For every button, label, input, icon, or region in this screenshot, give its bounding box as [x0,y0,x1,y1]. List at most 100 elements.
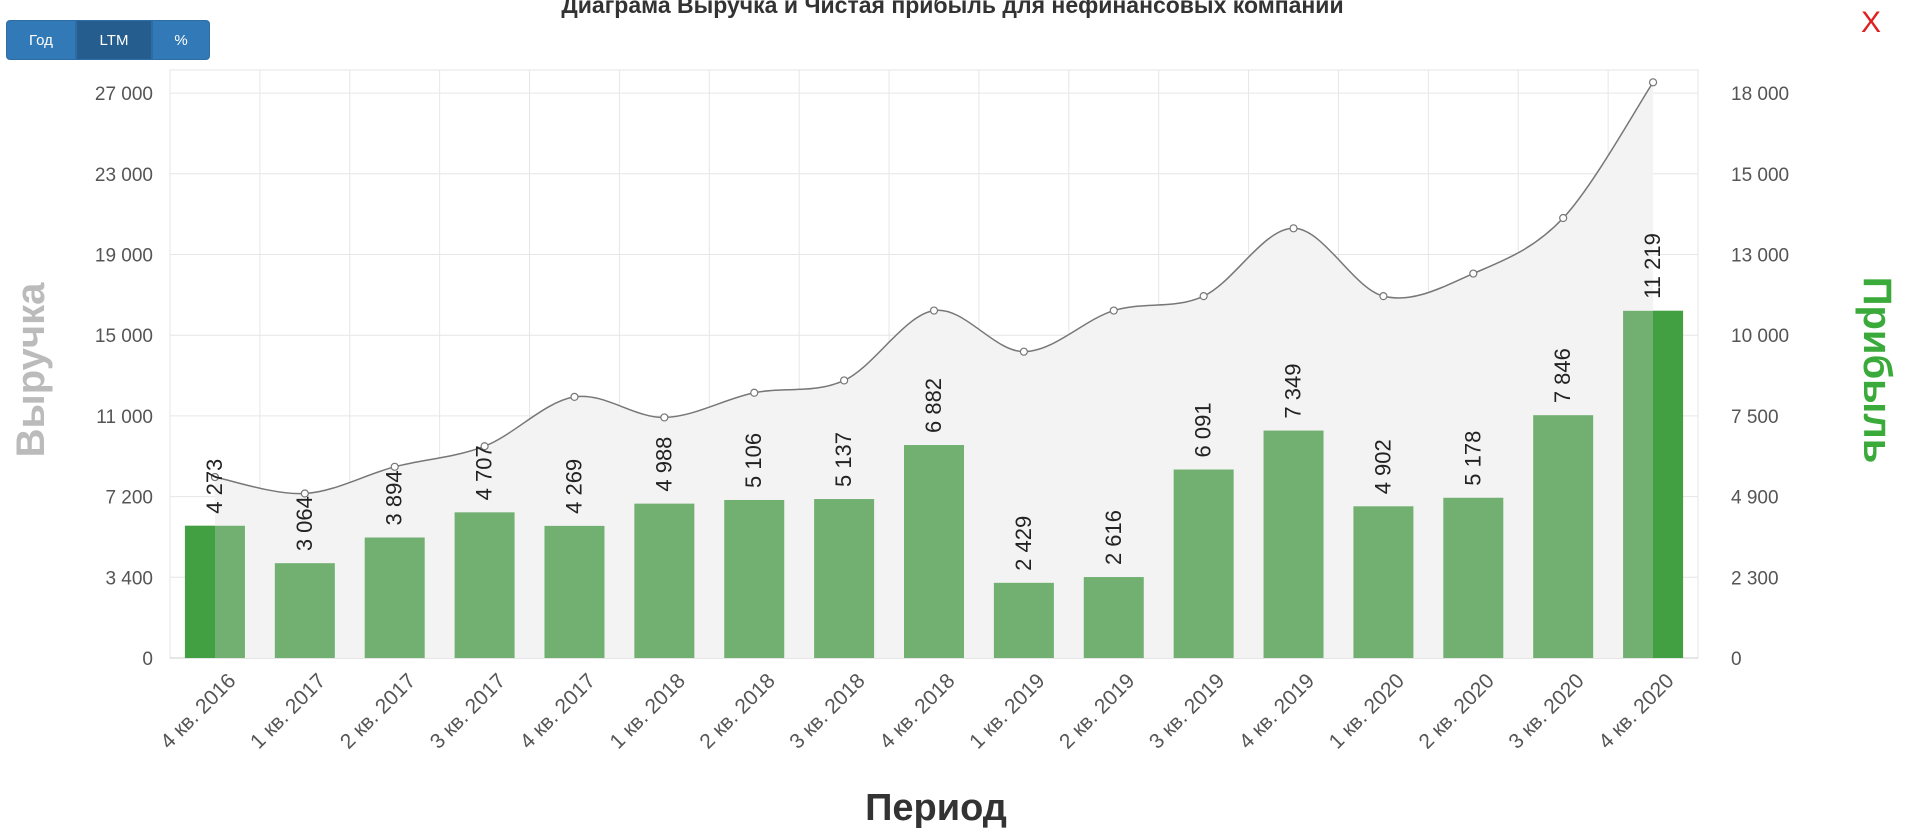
close-icon[interactable]: X [1860,6,1881,39]
revenue-point[interactable] [480,442,489,451]
profit-data-label: 2 429 [1011,516,1036,571]
revenue-point[interactable] [1289,224,1298,233]
profit-bar[interactable] [274,563,335,658]
profit-data-label: 4 988 [651,437,676,492]
profit-bar[interactable] [454,512,515,658]
profit-data-label: 4 273 [202,459,227,514]
revenue-point[interactable] [210,472,220,482]
x-tick-label: 4 кв. 2016 [156,669,240,753]
profit-bar-highlight [184,525,215,658]
left-axis-title: Выручка [9,282,53,457]
left-tick-label: 0 [142,649,153,670]
profit-data-label: 5 106 [741,433,766,488]
profit-data-label: 6 091 [1191,402,1216,457]
profit-data-label: 11 219 [1640,233,1665,299]
profit-bar[interactable] [904,445,964,658]
profit-bar[interactable] [1353,506,1414,658]
profit-data-labels: 4 273 3 064 3 894 4 707 4 269 4 988 5 106 5 137… [202,233,1665,571]
profit-data-label: 4 707 [472,445,497,500]
x-tick-label: 1 кв. 2019 [965,669,1049,753]
revenue-point[interactable] [1469,269,1478,278]
x-tick-label: 1 кв. 2020 [1325,669,1409,753]
x-axis-title: Период [865,787,1007,829]
right-tick-label: 0 [1731,649,1742,670]
chart-title: Диаграма Выручка и Чистая прибыль для не… [561,0,1344,18]
x-tick-label: 3 кв. 2017 [426,669,510,753]
profit-bar[interactable] [1173,469,1234,658]
profit-data-label: 2 616 [1101,510,1126,565]
left-tick-label: 19 000 [95,246,153,267]
left-tick-label: 27 000 [95,84,153,105]
percent-button[interactable]: % [152,20,210,60]
right-tick-label: 4 900 [1731,488,1779,509]
profit-data-label: 4 902 [1370,439,1395,494]
revenue-point[interactable] [390,462,399,471]
x-tick-label: 2 кв. 2019 [1055,669,1139,753]
x-axis-ticks: 4 кв. 2016 1 кв. 2017 2 кв. 2017 3 кв. 2017… [156,669,1678,753]
profit-data-label: 4 269 [561,459,586,514]
profit-data-label: 3 064 [292,496,317,551]
revenue-point[interactable] [929,306,939,315]
x-tick-label: 3 кв. 2019 [1145,669,1229,753]
x-tick-label: 4 кв. 2018 [875,669,959,753]
revenue-point[interactable] [1199,292,1208,301]
profit-bar[interactable] [1533,415,1594,658]
right-tick-label: 18 000 [1731,84,1789,105]
profit-bar[interactable] [1443,497,1504,658]
profit-bar-highlight [1653,310,1684,658]
x-tick-label: 4 кв. 2020 [1594,669,1678,753]
left-tick-label: 11 000 [96,407,153,428]
x-tick-label: 4 кв. 2019 [1235,669,1319,753]
left-tick-label: 15 000 [95,326,153,347]
left-axis-ticks: 0 3 400 7 200 11 000 15 000 19 000 23 000 27 00… [95,84,153,670]
x-tick-label: 2 кв. 2018 [695,669,779,753]
profit-data-label: 5 178 [1460,431,1485,486]
right-tick-label: 2 300 [1731,568,1779,589]
profit-bar[interactable] [1083,577,1144,658]
revenue-points [210,78,1658,498]
profit-data-label: 3 894 [382,470,407,525]
x-tick-label: 4 кв. 2017 [516,669,600,753]
x-tick-label: 1 кв. 2017 [246,669,330,753]
profit-data-label: 6 882 [921,378,946,433]
revenue-point[interactable] [1559,213,1568,223]
x-tick-label: 2 кв. 2017 [336,669,420,753]
right-axis-title: Прибыль [1855,277,1899,464]
right-tick-label: 15 000 [1731,165,1789,186]
year-button[interactable]: Год [6,20,76,60]
right-tick-label: 10 000 [1731,326,1789,347]
revenue-point[interactable] [1379,292,1388,301]
revenue-point[interactable] [1109,306,1118,315]
profit-bar[interactable] [993,582,1054,658]
x-tick-label: 3 кв. 2018 [785,669,869,753]
left-tick-label: 23 000 [95,165,153,186]
revenue-point[interactable] [1648,78,1658,87]
right-tick-label: 13 000 [1731,246,1789,267]
x-tick-label: 1 кв. 2018 [606,669,690,753]
revenue-point[interactable] [1019,347,1028,356]
profit-bar[interactable] [724,499,785,658]
profit-bar[interactable] [634,503,695,658]
profit-data-label: 7 349 [1281,364,1306,419]
right-axis-ticks: 0 2 300 4 900 7 500 10 000 13 000 15 000 18 000 [1731,84,1789,670]
profit-bar[interactable] [814,499,875,658]
revenue-point[interactable] [660,413,669,422]
revenue-point[interactable] [300,489,309,498]
revenue-point[interactable] [570,392,579,401]
profit-bar[interactable] [364,537,425,658]
right-tick-label: 7 500 [1731,407,1779,428]
ltm-button[interactable]: LTM [76,20,152,60]
profit-bar[interactable] [1263,430,1324,658]
revenue-point[interactable] [840,376,849,385]
x-tick-label: 2 кв. 2020 [1415,669,1499,753]
period-toggle-group: Год LTM % [6,20,210,60]
revenue-point[interactable] [750,388,759,397]
left-tick-label: 3 400 [105,568,153,589]
profit-data-label: 5 137 [831,432,856,487]
revenue-line [214,81,1654,495]
profit-data-label: 7 846 [1550,348,1575,403]
profit-bar[interactable] [544,525,605,658]
profit-bars [184,310,1684,658]
x-tick-label: 3 кв. 2020 [1504,669,1588,753]
